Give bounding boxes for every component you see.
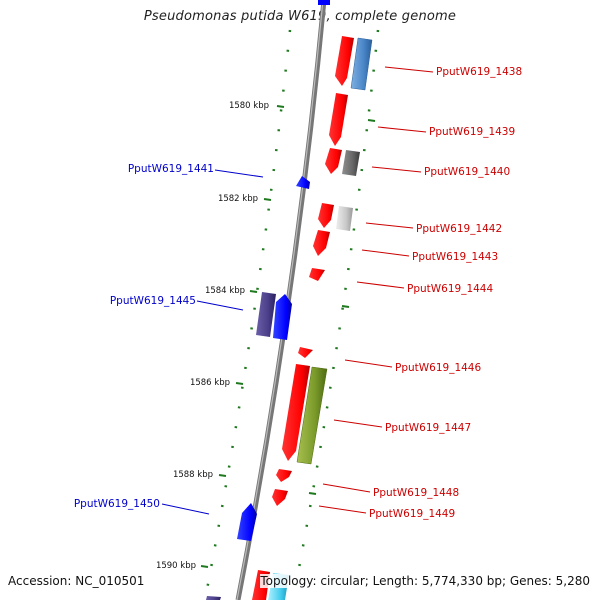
- gene-label[interactable]: PputW619_1444: [407, 283, 493, 295]
- gene-arrow[interactable]: [336, 206, 353, 231]
- scale-label: 1590 kbp: [156, 561, 196, 571]
- label-leader-line: [377, 126, 427, 133]
- scale-major-tick: [308, 492, 317, 495]
- label-leader-line: [161, 503, 210, 515]
- gene-label[interactable]: PputW619_1445: [110, 295, 196, 307]
- gene-label[interactable]: PputW619_1450: [74, 498, 160, 510]
- gene-arrow[interactable]: [276, 469, 292, 482]
- gene-arrow[interactable]: [313, 230, 330, 256]
- label-leader-line: [333, 419, 383, 428]
- scale-label: 1584 kbp: [205, 286, 245, 296]
- scale-label: 1580 kbp: [229, 101, 269, 111]
- gene-label[interactable]: PputW619_1442: [416, 223, 502, 235]
- label-leader-line: [318, 505, 367, 514]
- label-leader-line: [371, 166, 422, 173]
- gene-arrow[interactable]: [350, 37, 373, 91]
- label-leader-line: [356, 281, 405, 289]
- label-leader-line: [196, 300, 244, 311]
- gene-arrow[interactable]: [318, 0, 330, 5]
- gene-arrow[interactable]: [282, 364, 310, 461]
- scale-major-tick: [235, 382, 244, 385]
- gene-label[interactable]: PputW619_1441: [128, 163, 214, 175]
- gene-arrow[interactable]: [206, 596, 221, 600]
- scale-label: 1586 kbp: [190, 378, 230, 388]
- gene-label[interactable]: PputW619_1449: [369, 508, 455, 520]
- map-title: Pseudomonas putida W619, complete genome: [143, 9, 457, 24]
- label-leader-line: [322, 483, 371, 493]
- gene-arrow[interactable]: [296, 366, 328, 465]
- scale-label: 1582 kbp: [218, 194, 258, 204]
- label-leader-line: [344, 359, 393, 368]
- topology-text: Topology: circular; Length: 5,774,330 bp…: [260, 574, 590, 588]
- gene-arrow[interactable]: [237, 503, 257, 541]
- scale-major-tick: [263, 198, 272, 201]
- scale-major-tick: [367, 119, 376, 122]
- scale-major-tick: [249, 290, 258, 293]
- gene-label[interactable]: PputW619_1438: [436, 66, 522, 78]
- label-leader-line: [384, 66, 434, 73]
- gene-arrow[interactable]: [272, 489, 288, 506]
- label-leader-line: [365, 222, 414, 229]
- gene-arrow[interactable]: [335, 36, 354, 86]
- label-leader-line: [361, 249, 410, 257]
- gene-arrow[interactable]: [256, 292, 276, 337]
- gene-label[interactable]: PputW619_1447: [385, 422, 471, 434]
- scale-label: 1588 kbp: [173, 470, 213, 480]
- gene-label[interactable]: PputW619_1440: [424, 166, 510, 178]
- label-leader-line: [214, 169, 264, 178]
- scale-major-tick: [276, 105, 285, 108]
- gene-label[interactable]: PputW619_1443: [412, 251, 498, 263]
- gene-arrow[interactable]: [298, 347, 313, 358]
- gene-arrow[interactable]: [273, 294, 292, 340]
- gene-label[interactable]: PputW619_1448: [373, 487, 459, 499]
- scale-major-tick: [200, 565, 209, 568]
- scale-major-tick: [218, 474, 227, 477]
- gene-arrow[interactable]: [309, 268, 325, 281]
- gene-arrow[interactable]: [318, 203, 334, 228]
- gene-arrow[interactable]: [342, 150, 360, 176]
- gene-arrow[interactable]: [296, 176, 310, 189]
- gene-arrow[interactable]: [329, 93, 348, 146]
- gene-label[interactable]: PputW619_1439: [429, 126, 515, 138]
- gene-label[interactable]: PputW619_1446: [395, 362, 481, 374]
- gene-arrow[interactable]: [325, 148, 342, 174]
- accession-text: Accession: NC_010501: [8, 574, 145, 588]
- scale-major-tick: [341, 305, 350, 308]
